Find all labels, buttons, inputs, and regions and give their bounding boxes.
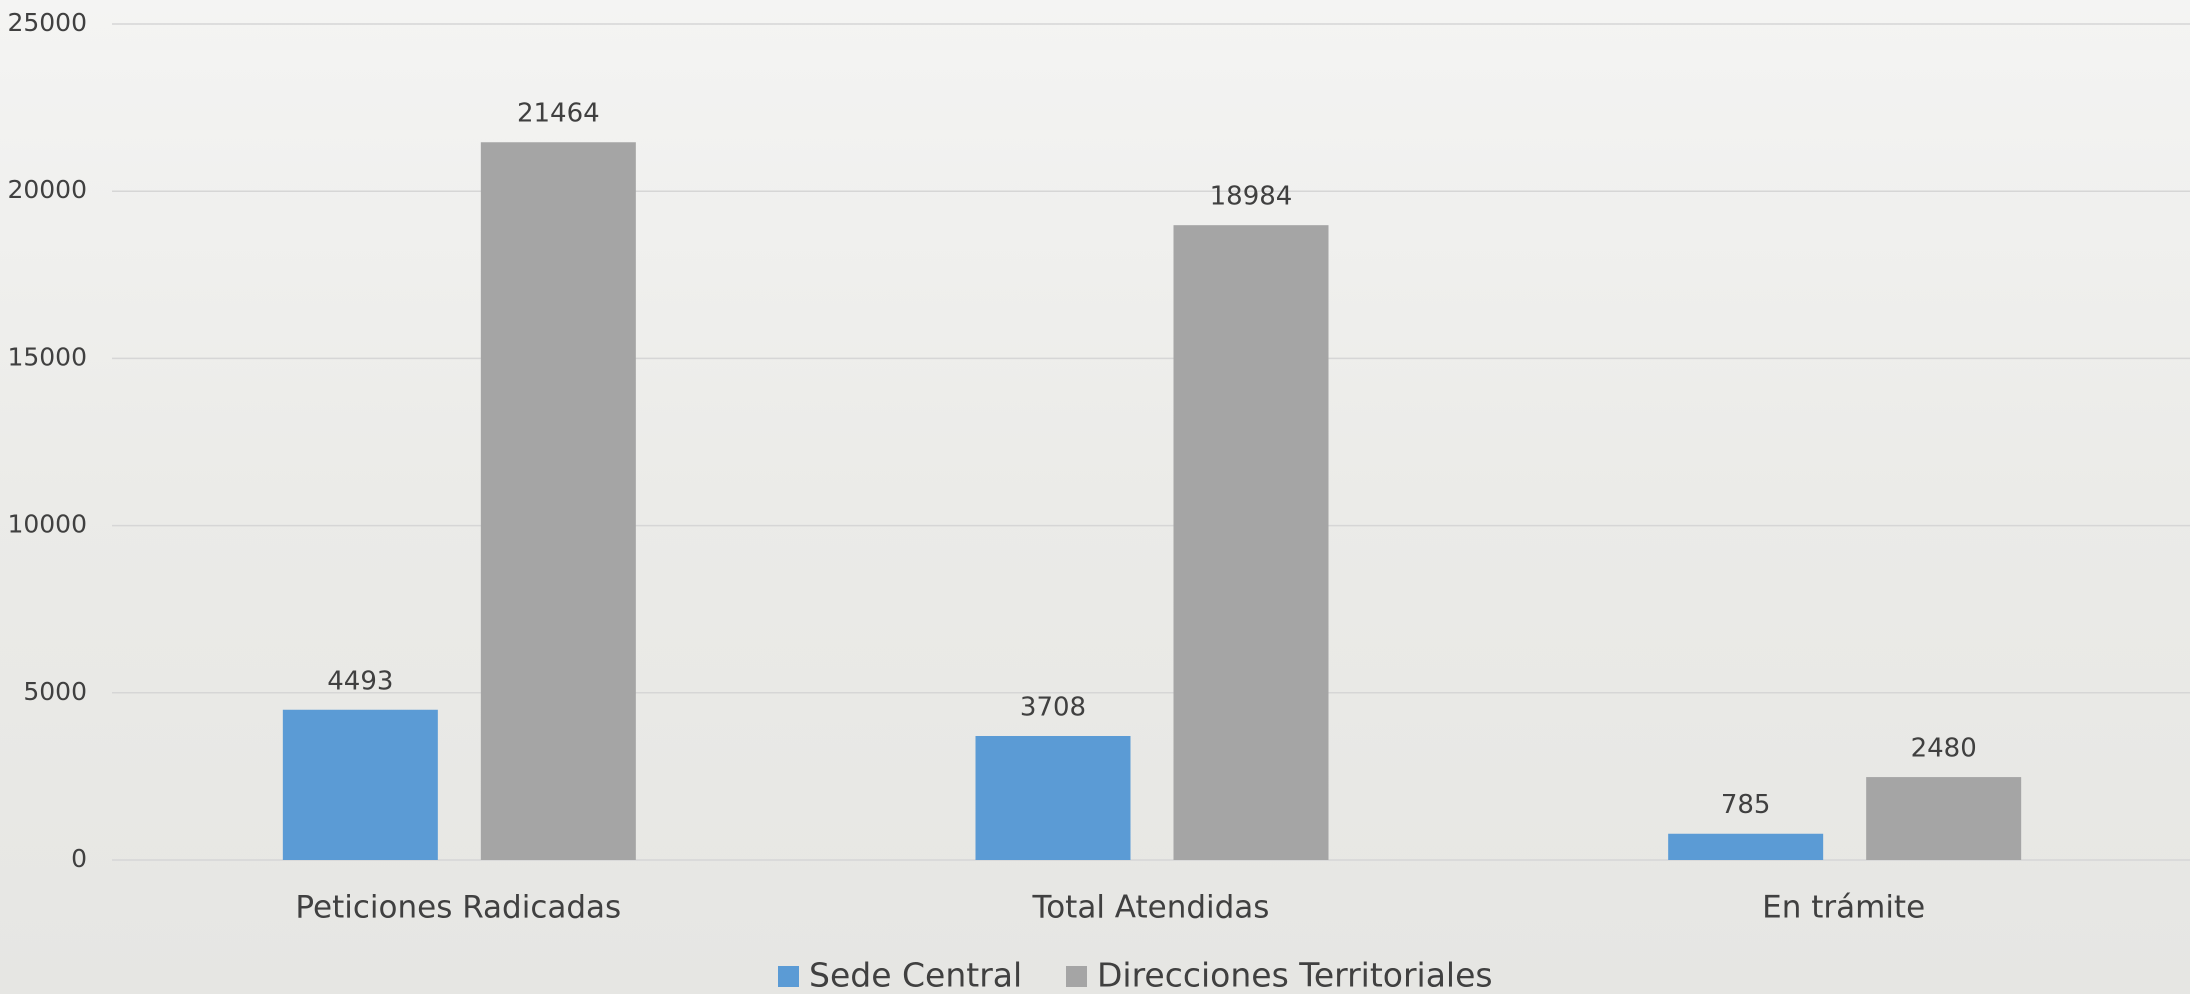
legend-label: Direcciones Territoriales <box>1097 956 1493 994</box>
y-tick-label: 20000 <box>7 175 87 204</box>
bar <box>480 142 636 860</box>
y-tick-label: 15000 <box>7 342 87 371</box>
data-label: 21464 <box>517 99 600 129</box>
legend-label: Sede Central <box>809 956 1022 994</box>
bar <box>975 736 1131 860</box>
data-label: 2480 <box>1911 734 1977 764</box>
x-tick-label: Total Atendidas <box>1032 890 1270 926</box>
bar <box>1668 833 1824 860</box>
bar <box>1866 777 2022 860</box>
x-tick-label: En trámite <box>1762 890 1925 926</box>
bar <box>282 709 438 860</box>
y-tick-label: 25000 <box>7 8 87 37</box>
y-tick-label: 5000 <box>23 677 87 706</box>
legend-swatch <box>778 966 799 987</box>
data-label: 4493 <box>327 666 393 696</box>
x-tick-label: Peticiones Radicadas <box>295 890 621 926</box>
data-label: 18984 <box>1210 182 1293 212</box>
legend-swatch <box>1066 966 1087 987</box>
data-label: 3708 <box>1020 693 1086 723</box>
y-tick-label: 0 <box>71 844 87 873</box>
y-tick-label: 10000 <box>7 510 87 539</box>
data-label: 785 <box>1721 790 1771 820</box>
bar <box>1173 225 1329 860</box>
